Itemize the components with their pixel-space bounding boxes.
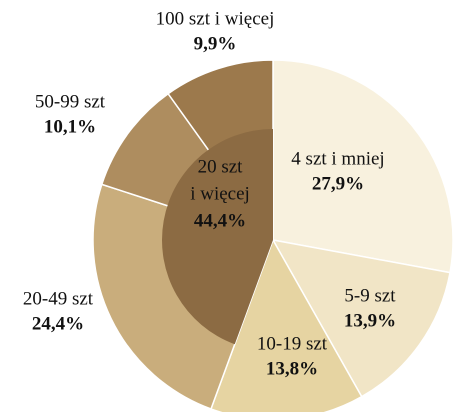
pie-slice <box>271 238 451 398</box>
slice-value-label: 13,8% <box>266 358 318 379</box>
slice-value-label: 13,9% <box>344 310 396 331</box>
pie-slice <box>272 59 454 274</box>
inner-value-label: 44,4% <box>194 210 246 231</box>
slice-label: 5-9 szt <box>344 285 396 306</box>
slice-label: 20-49 szt <box>23 288 94 309</box>
slice-value-label: 9,9% <box>194 33 237 54</box>
inner-label: i więcej <box>190 183 250 204</box>
inner-slice <box>161 129 273 345</box>
slice-value-label: 24,4% <box>32 313 84 334</box>
slice-value-label: 27,9% <box>312 173 364 194</box>
slice-value-label: 10,1% <box>44 116 96 137</box>
slice-label: 4 szt i mniej <box>291 148 384 169</box>
slice-label: 50-99 szt <box>35 91 106 112</box>
slice-label: 100 szt i więcej <box>156 8 275 29</box>
pie-slice <box>210 238 363 412</box>
slice-label: 10-19 szt <box>257 333 328 354</box>
inner-label: 20 szt <box>198 156 244 177</box>
